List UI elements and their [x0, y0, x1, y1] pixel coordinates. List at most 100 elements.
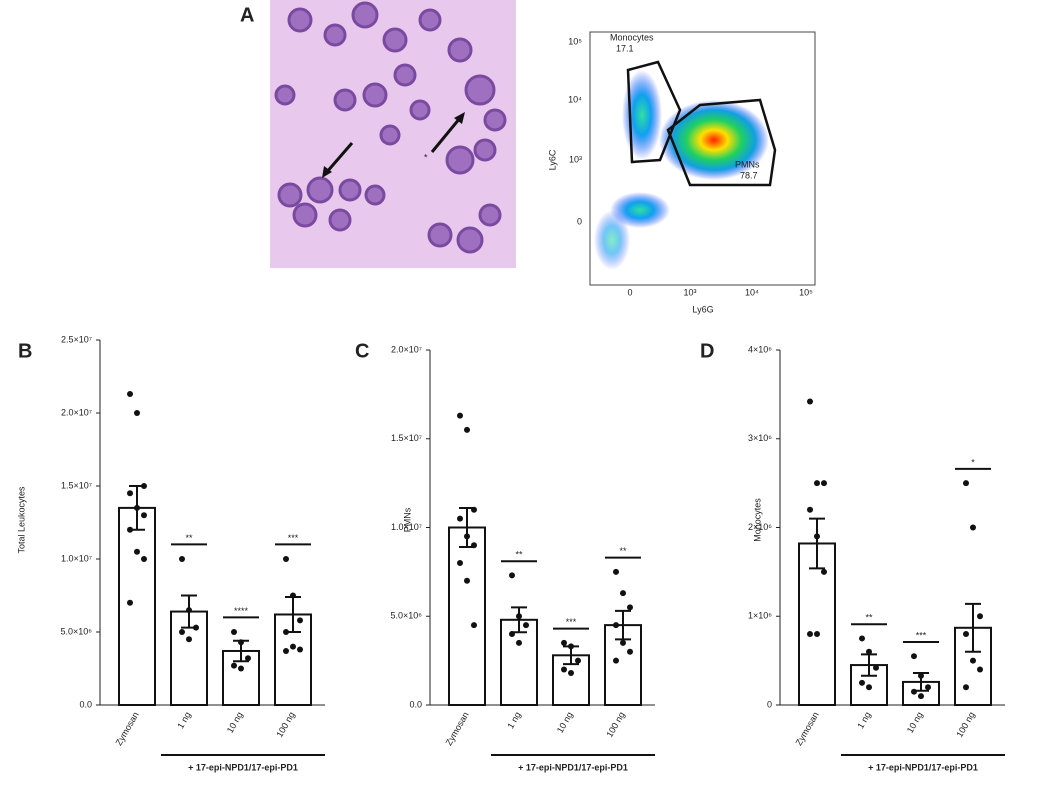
significance-label: **: [515, 550, 523, 560]
y-tick-label: 0: [767, 699, 772, 709]
data-point: [627, 604, 633, 611]
data-point: [179, 629, 185, 635]
y-tick-label: 10⁵: [568, 36, 582, 46]
data-point: [963, 631, 969, 637]
data-point: [523, 622, 529, 629]
data-point: [866, 684, 872, 691]
data-point: [245, 655, 251, 662]
data-point: [977, 613, 983, 620]
y-axis-label: Total Leukocytes: [16, 486, 26, 554]
data-point: [561, 639, 567, 646]
x-tick-label: 10 ng: [225, 710, 245, 735]
data-point: [127, 599, 133, 606]
significance-label: ****: [234, 606, 249, 616]
y-tick-label: 2.0×10⁷: [391, 344, 422, 354]
data-point: [613, 622, 619, 629]
x-tick-label: 10³: [683, 287, 696, 297]
panel-label: A: [240, 4, 254, 26]
data-point: [807, 398, 813, 405]
data-point: [568, 670, 574, 677]
data-point: [859, 635, 865, 642]
micrograph: *: [270, 0, 516, 268]
data-point: [134, 504, 140, 511]
y-tick-label: 0.0: [409, 699, 422, 709]
data-point: [970, 657, 976, 664]
bar: [798, 542, 836, 706]
gate-name: PMNs: [735, 159, 760, 169]
x-tick-label: 1 ng: [175, 710, 192, 730]
data-point: [963, 684, 969, 691]
data-point: [238, 665, 244, 672]
data-point: [620, 639, 626, 646]
data-point: [231, 629, 237, 635]
data-point: [127, 526, 133, 533]
significance-label: ***: [288, 533, 299, 543]
y-tick-label: 5.0×10⁶: [391, 611, 423, 621]
x-tick-label: 10⁴: [745, 287, 759, 297]
gate-value: 17.1: [616, 43, 634, 53]
y-axis-label: PMNs: [402, 507, 412, 532]
data-point: [141, 512, 147, 519]
data-point: [814, 533, 820, 540]
data-point: [297, 646, 303, 653]
x-tick-label: 100 ng: [274, 710, 296, 739]
data-point: [127, 391, 133, 398]
error-bar: [615, 609, 631, 641]
data-point: [814, 631, 820, 637]
bar: [448, 526, 486, 706]
data-point: [457, 412, 463, 419]
data-point: [186, 636, 192, 643]
y-tick-label: 0: [577, 216, 582, 226]
data-point: [238, 639, 244, 646]
data-point: [627, 648, 633, 655]
panel-label: B: [18, 340, 32, 362]
data-point: [613, 657, 619, 664]
data-point: [613, 568, 619, 575]
data-point: [821, 568, 827, 575]
data-point: [509, 572, 515, 579]
axis-label: Ly6G: [692, 304, 713, 314]
data-point: [283, 647, 289, 654]
y-tick-label: 1.5×10⁷: [61, 480, 92, 490]
data-point: [925, 684, 931, 691]
significance-label: **: [185, 533, 193, 543]
data-point: [918, 672, 924, 679]
data-point: [821, 480, 827, 487]
data-point: [457, 515, 463, 522]
data-point: [179, 556, 185, 562]
bar: [118, 506, 156, 706]
data-point: [568, 643, 574, 650]
x-tick-label: Zymosan: [114, 710, 141, 747]
data-point: [516, 639, 522, 646]
x-tick-label: Zymosan: [794, 710, 821, 747]
data-point: [186, 607, 192, 614]
data-point: [620, 590, 626, 597]
data-point: [127, 490, 133, 497]
data-point: [464, 426, 470, 433]
y-tick-label: 2.5×10⁷: [61, 334, 92, 344]
y-tick-label: 1.0×10⁷: [391, 522, 422, 532]
svg-text:*: *: [424, 152, 428, 162]
y-tick-label: 3×10⁶: [748, 433, 772, 443]
x-tick-label: 100 ng: [954, 710, 976, 739]
y-tick-label: 4×10⁶: [748, 344, 772, 354]
x-tick-label: 10 ng: [555, 710, 575, 735]
x-tick-label: 10⁵: [799, 287, 813, 297]
data-point: [141, 483, 147, 489]
significance-label: *: [971, 457, 975, 467]
group-label: + 17-epi-NPD1/17-epi-PD1: [518, 762, 628, 772]
data-point: [134, 410, 140, 416]
data-point: [963, 480, 969, 487]
error-bar: [965, 602, 981, 653]
data-point: [970, 524, 976, 531]
y-tick-label: 1.5×10⁷: [391, 433, 422, 443]
data-point: [193, 624, 199, 631]
gate-name: Monocytes: [610, 32, 654, 42]
data-point: [471, 542, 477, 549]
data-point: [457, 560, 463, 566]
panel-label: D: [700, 340, 714, 362]
significance-label: ***: [916, 630, 927, 640]
data-point: [807, 631, 813, 637]
data-point: [911, 688, 917, 695]
